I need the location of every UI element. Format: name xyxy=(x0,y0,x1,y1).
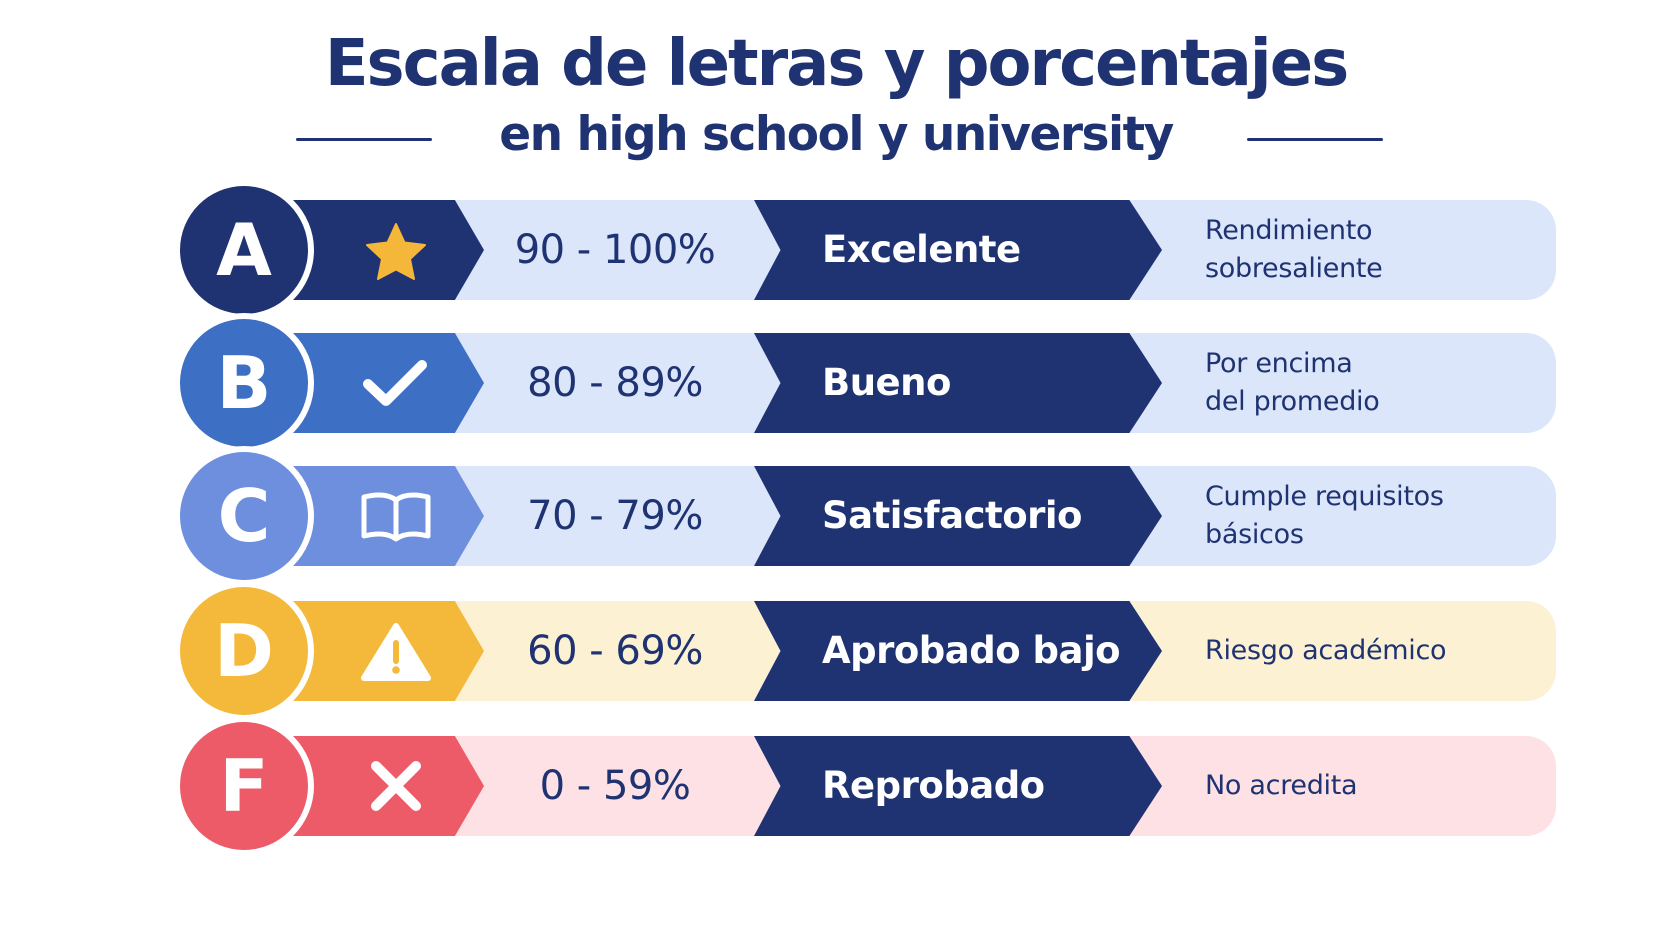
grade-row-b: 80 - 89% Bueno Por encima del promedio B xyxy=(0,319,1672,447)
grade-description-line: Cumple requisitos xyxy=(1205,481,1444,512)
grade-label: Bueno xyxy=(822,361,951,404)
grade-icon-segment xyxy=(290,333,484,433)
grade-letter: C xyxy=(217,474,271,558)
grade-label: Excelente xyxy=(822,228,1021,271)
grade-letter: F xyxy=(219,744,269,828)
grade-description: Por encima del promedio xyxy=(1205,333,1535,433)
grade-percentage-range: 60 - 69% xyxy=(527,628,703,674)
grade-icon-segment xyxy=(290,466,484,566)
grade-label-segment xyxy=(754,736,1162,836)
book-icon xyxy=(361,492,431,542)
grade-label-segment xyxy=(754,601,1162,701)
subtitle-rule-right xyxy=(1247,138,1383,141)
grade-description-line: del promedio xyxy=(1205,386,1380,417)
page-title: Escala de letras y porcentajes xyxy=(324,27,1349,101)
page-subtitle: en high school y university xyxy=(499,107,1174,162)
grade-label: Reprobado xyxy=(822,764,1045,807)
grade-description: Rendimiento sobresaliente xyxy=(1205,200,1535,300)
grade-description: Riesgo académico xyxy=(1205,601,1535,701)
grade-percentage-range: 90 - 100% xyxy=(514,227,716,273)
grade-label: Aprobado bajo xyxy=(822,629,1121,672)
grade-description-line: Por encima xyxy=(1205,348,1353,379)
grade-row-f: 0 - 59% Reprobado No acredita F xyxy=(0,722,1672,850)
grade-icon-segment xyxy=(290,736,484,836)
grade-letter-badge: A xyxy=(180,186,308,314)
grade-label-segment xyxy=(754,200,1162,300)
grade-row-d: 60 - 69% Aprobado bajo Riesgo académico … xyxy=(0,587,1672,715)
grade-description-line: No acredita xyxy=(1205,770,1358,801)
grade-letter-badge: C xyxy=(180,452,308,580)
grade-row-a: 90 - 100% Excelente Rendimiento sobresali… xyxy=(0,186,1672,314)
grade-row-c: 70 - 79% Satisfactorio Cumple requisitos… xyxy=(0,452,1672,580)
check-icon xyxy=(363,360,427,406)
grade-letter: A xyxy=(216,208,272,292)
grade-label-segment xyxy=(754,333,1162,433)
grade-label: Satisfactorio xyxy=(822,494,1082,537)
grade-percentage-range: 80 - 89% xyxy=(527,360,703,406)
grade-percentage-range: 0 - 59% xyxy=(539,763,691,809)
grade-description: No acredita xyxy=(1205,736,1535,836)
grade-description-line: básicos xyxy=(1205,519,1304,550)
subtitle-rule-left xyxy=(296,138,432,141)
x-icon xyxy=(371,761,421,811)
grade-letter: D xyxy=(214,609,274,693)
grade-letter-badge: D xyxy=(180,587,308,715)
grade-description-line: Rendimiento xyxy=(1205,215,1373,246)
warning-icon xyxy=(361,623,431,681)
grade-letter: B xyxy=(216,341,272,425)
grade-label-segment xyxy=(754,466,1162,566)
grade-percentage-range: 70 - 79% xyxy=(527,493,703,539)
grade-description-line: sobresaliente xyxy=(1205,253,1383,284)
star-icon xyxy=(366,223,426,280)
grade-letter-badge: B xyxy=(180,319,308,447)
grade-description: Cumple requisitos básicos xyxy=(1205,466,1535,566)
grade-description-line: Riesgo académico xyxy=(1205,635,1447,666)
grade-letter-badge: F xyxy=(180,722,308,850)
